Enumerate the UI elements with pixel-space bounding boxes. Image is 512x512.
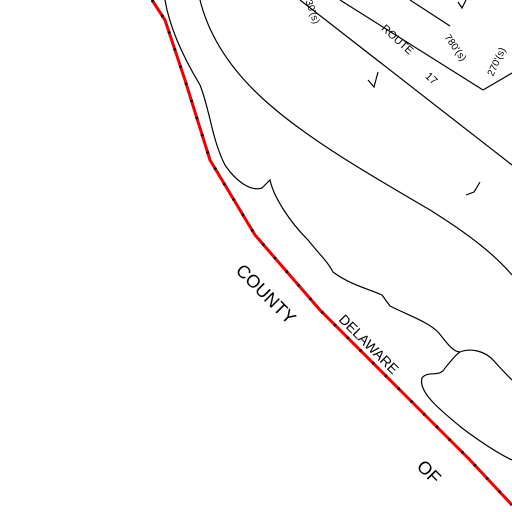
tick (457, 0, 467, 10)
tick (465, 181, 481, 196)
shore (420, 367, 512, 461)
island (459, 349, 512, 381)
road (482, 72, 512, 91)
road (409, 0, 451, 27)
river-bank (199, 0, 512, 276)
river-bank (164, 0, 461, 353)
county-boundary (150, 0, 512, 507)
shore (444, 351, 461, 369)
road (299, 0, 512, 166)
road (339, 0, 484, 91)
tick (367, 71, 379, 89)
